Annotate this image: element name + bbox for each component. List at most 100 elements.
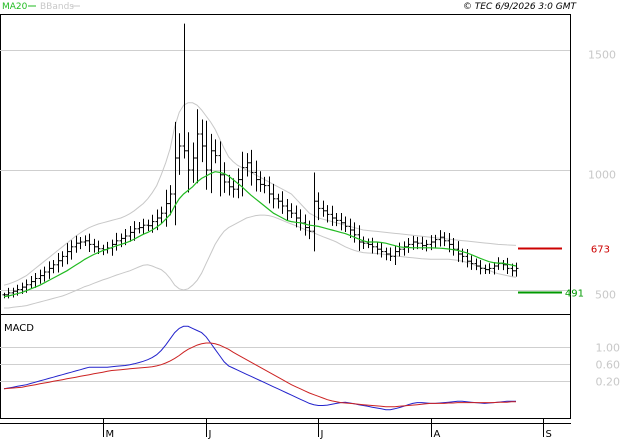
ohlc-bar — [240, 151, 245, 197]
ohlc-bar — [195, 109, 200, 184]
ohlc-bar — [146, 219, 151, 231]
ohlc-bar — [262, 176, 267, 194]
ohlc-bar — [379, 242, 384, 258]
macd-tick-label: 1.00 — [596, 342, 621, 355]
signal-line — [3, 342, 516, 408]
ohlc-bar — [285, 199, 290, 221]
ohlc-bar — [227, 174, 232, 196]
ohlc-bar — [433, 234, 438, 249]
macd-title: MACD — [4, 323, 34, 334]
ohlc-bar — [29, 276, 34, 289]
legend-bbands: BBands — [40, 2, 74, 12]
ohlc-bar — [307, 220, 312, 240]
ohlc-bar — [222, 162, 227, 193]
ohlc-bar — [33, 273, 38, 288]
lower-band-line — [4, 214, 517, 309]
price-tick-label: 500 — [595, 289, 616, 302]
ohlc-bar — [141, 218, 146, 235]
ohlc-bar — [258, 171, 263, 192]
ohlc-bar — [442, 232, 447, 247]
ohlc-bar — [321, 200, 326, 217]
ohlc-bar — [38, 269, 43, 284]
macd-y-axis: 1.00 0.60 0.20 — [596, 342, 621, 389]
ohlc-bar — [384, 247, 389, 261]
ohlc-bar — [218, 141, 223, 197]
ohlc-bar — [132, 221, 137, 241]
ohlc-bar — [74, 235, 79, 253]
upper-band-line — [3, 102, 517, 286]
ohlc-bar — [271, 183, 276, 209]
ohlc-bar — [245, 153, 250, 177]
ohlc-bar — [339, 212, 344, 231]
ohlc-bar — [330, 205, 335, 226]
ohlc-bar — [375, 242, 380, 255]
ohlc-bar — [487, 263, 492, 274]
ohlc-bar — [280, 191, 285, 214]
ohlc-bar — [209, 133, 214, 194]
macd-line — [3, 325, 516, 411]
ohlc-bar — [357, 225, 362, 251]
ohlc-bar — [87, 233, 92, 252]
ohlc-bars — [2, 23, 519, 299]
ohlc-bar — [92, 238, 97, 253]
ohlc-bar — [186, 132, 191, 193]
x-tick-label: M — [106, 429, 115, 440]
ohlc-bar — [119, 233, 124, 248]
ohlc-bar — [204, 120, 209, 190]
price-gridlines — [0, 50, 570, 291]
ohlc-bar — [267, 176, 272, 204]
ohlc-bar — [352, 222, 357, 243]
x-tick-label: S — [546, 429, 552, 440]
ohlc-bar — [294, 205, 299, 228]
ohlc-bar — [370, 237, 375, 254]
ohlc-bar — [200, 119, 205, 163]
ohlc-bar — [316, 192, 321, 221]
ohlc-bar — [191, 142, 196, 183]
ohlc-bar — [451, 238, 456, 256]
ohlc-bar — [69, 240, 74, 260]
ohlc-bar — [168, 185, 173, 216]
macd-panel-border — [0, 314, 571, 419]
support-label: 491 — [565, 289, 584, 300]
ohlc-bar — [492, 262, 497, 275]
ohlc-bar — [366, 238, 371, 249]
x-tick-label: J — [208, 429, 212, 440]
ohlc-bar — [474, 258, 479, 271]
ohlc-bar — [42, 266, 47, 282]
ohlc-bar — [65, 243, 70, 265]
ohlc-bar — [397, 242, 402, 257]
ohlc-bar — [402, 241, 407, 256]
ohlc-bar — [415, 236, 420, 250]
ma20-path — [3, 171, 517, 298]
ohlc-bar — [78, 236, 83, 250]
ohlc-bar — [361, 236, 366, 250]
resistance-label: 673 — [591, 245, 610, 256]
macd-lines — [3, 325, 516, 411]
ohlc-bar — [114, 232, 119, 251]
ohlc-bar — [128, 225, 133, 242]
ohlc-bar — [312, 172, 317, 252]
ohlc-bar — [334, 213, 339, 227]
support-resistance-levels: 673 491 — [518, 245, 610, 300]
ohlc-bar — [60, 251, 65, 267]
ohlc-bar — [177, 133, 182, 175]
x-tick-label: J — [320, 429, 324, 440]
ohlc-bar — [348, 218, 353, 238]
ohlc-bar — [249, 149, 254, 186]
ohlc-bar — [164, 189, 169, 227]
ohlc-bar — [51, 260, 56, 274]
ohlc-bar — [2, 292, 7, 299]
ohlc-bar — [438, 230, 443, 247]
price-y-axis: 1500 1000 500 — [588, 49, 616, 302]
ohlc-bar — [460, 248, 465, 263]
ma20-line — [3, 171, 517, 298]
ohlc-bar — [159, 206, 164, 225]
ohlc-bar — [105, 241, 110, 254]
ohlc-bar — [469, 255, 474, 270]
price-tick-label: 1500 — [588, 49, 616, 62]
macd-gridlines — [0, 347, 570, 382]
ohlc-bar — [343, 216, 348, 232]
x-tick-label: A — [434, 429, 441, 440]
